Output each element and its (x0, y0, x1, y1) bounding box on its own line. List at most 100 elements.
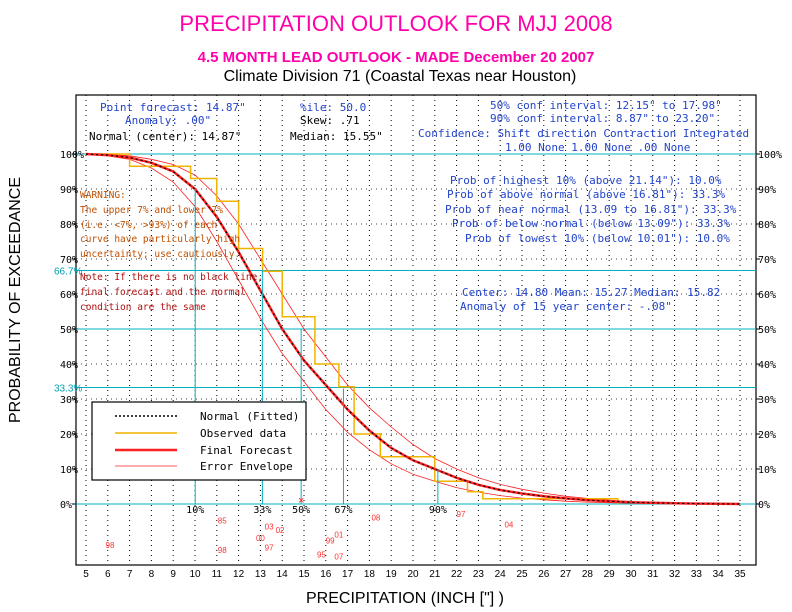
x-tick-label: 9 (170, 569, 176, 580)
y-tick-label-right: 40% (758, 360, 776, 371)
confidence-header: Confidence: Shift direction Contraction … (418, 127, 749, 140)
year-label: 98 (218, 546, 227, 555)
axis-ticks: 0% 0% 10% 10% 20% 20% 30% 30% 40% 40% 50% 50% 60% 60%… (60, 150, 782, 580)
x-tick-label: 30 (625, 569, 637, 580)
x-tick-label: 33 (691, 569, 703, 580)
y-tick-label-left: 30% (60, 395, 78, 406)
year-label: 07 (334, 552, 343, 561)
x-tick-label: 18 (364, 569, 376, 580)
marker-label: 10% (186, 505, 204, 516)
warning-line: The upper 7% and lower 7% (80, 205, 223, 216)
x-tick-label: 32 (669, 569, 681, 580)
x-tick-label: 35 (734, 569, 746, 580)
ref-label-67: 66.7% (54, 267, 82, 278)
warning-line: WARNING: (80, 190, 126, 201)
x-tick-label: 24 (495, 569, 507, 580)
x-tick-label: 28 (582, 569, 594, 580)
year-label: 00 (256, 534, 265, 543)
confidence-values: 1.00 None 1.00 None .00 None (505, 141, 690, 154)
year-label: 02 (276, 526, 285, 535)
warning-line: (i.e. <7%, >93%) of each (80, 220, 217, 231)
series-observed-data (86, 153, 619, 504)
x-tick-label: 29 (604, 569, 616, 580)
y-tick-label-right: 30% (758, 395, 776, 406)
prob-near-normal: Prob of near normal (13.09 to 16.81"): 3… (445, 203, 737, 216)
legend-label-observed: Observed data (200, 427, 286, 440)
year-label: 04 (504, 520, 513, 529)
note-line: Note: If there is no black line, (80, 272, 263, 283)
y-tick-label-left: 70% (60, 255, 78, 266)
year-label: 97 (265, 544, 274, 553)
point-forecast-text: Point forecast: 14.87" (100, 101, 246, 114)
median-text: Median: 15.55" (290, 130, 383, 143)
legend-label-envelope: Error Envelope (200, 460, 293, 473)
percentile-text: %ile: 50.0 (300, 101, 366, 114)
conf90-text: 90% conf interval: 8.87" to 23.20" (490, 112, 715, 125)
year-label: 97 (457, 510, 466, 519)
year-label: 98 (106, 541, 115, 550)
normal-center-text: Normal (center): 14.87" (89, 130, 241, 143)
legend-label-normal: Normal (Fitted) (200, 410, 299, 423)
center-info-line1: Center: 14.80 Mean: 15.27 Median: 15.82 (462, 286, 720, 299)
x-tick-label: 12 (233, 569, 245, 580)
x-tick-label: 22 (451, 569, 463, 580)
x-tick-label: 13 (255, 569, 267, 580)
chart-title: PRECIPITATION OUTLOOK FOR MJJ 2008 (179, 11, 612, 36)
year-label: 01 (334, 530, 343, 539)
grid (76, 95, 756, 565)
y-tick-label-right: 0% (758, 500, 770, 511)
year-label: 99 (326, 537, 335, 546)
x-axis-label: PRECIPITATION (INCH ["] ) (306, 590, 504, 607)
y-tick-label-left: 100% (60, 150, 84, 161)
ref-label-33: 33.3% (54, 383, 82, 394)
marker-label: 67% (334, 505, 352, 516)
y-tick-label-left: 80% (60, 220, 78, 231)
year-label: 08 (371, 513, 380, 522)
y-tick-label-left: 20% (60, 430, 78, 441)
x-tick-label: 27 (560, 569, 572, 580)
center-info-line2: Anomaly of 15 year center: -.08" (460, 300, 672, 313)
note-line: condition are the same (80, 302, 206, 313)
note-line: final forecast and the normal (80, 287, 246, 298)
x-tick-label: 14 (277, 569, 289, 580)
x-tick-label: 6 (105, 569, 111, 580)
prob-below-normal: Prob of below normal (below 13.09"): 33.… (452, 217, 731, 230)
legend: Normal (Fitted) Observed data Final Fore… (91, 401, 307, 481)
point-forecast-mark: × (298, 495, 304, 507)
legend-label-forecast: Final Forecast (200, 444, 293, 457)
division-title: Climate Division 71 (Coastal Texas near … (224, 68, 577, 85)
x-tick-label: 5 (83, 569, 89, 580)
prob-above-normal: Prob of above normal (above 16.81"): 33.… (447, 188, 726, 201)
x-tick-label: 31 (647, 569, 659, 580)
warning-box: WARNING: The upper 7% and lower 7% (i.e.… (80, 190, 240, 260)
x-tick-label: 15 (298, 569, 310, 580)
year-label: 95 (317, 551, 326, 560)
x-tick-label: 25 (516, 569, 528, 580)
y-tick-label-left: 0% (60, 500, 72, 511)
x-tick-label: 17 (342, 569, 354, 580)
y-tick-label-right: 10% (758, 465, 776, 476)
reference-lines: 33.3% 66.7% (54, 153, 756, 505)
legend-box (91, 401, 307, 481)
y-tick-label-right: 20% (758, 430, 776, 441)
x-tick-label: 34 (713, 569, 725, 580)
y-tick-label-left: 60% (60, 290, 78, 301)
marker-label: 50% (292, 505, 310, 516)
y-tick-label-left: 10% (60, 465, 78, 476)
x-tick-label: 16 (320, 569, 332, 580)
warning-line: uncertainty; use cautiously. (80, 249, 240, 260)
x-tick-label: 26 (538, 569, 550, 580)
chart-subtitle: 4.5 MONTH LEAD OUTLOOK - MADE December 2… (198, 49, 595, 66)
y-tick-label-right: 50% (758, 325, 776, 336)
skew-text: Skew: .71 (300, 114, 360, 127)
x-tick-label: 20 (407, 569, 419, 580)
plot-frame (75, 94, 757, 566)
year-label: 03 (265, 523, 274, 532)
y-tick-label-left: 40% (60, 360, 78, 371)
y-tick-label-left: 90% (60, 185, 78, 196)
y-tick-label-right: 60% (758, 290, 776, 301)
y-tick-label-right: 80% (758, 220, 776, 231)
prob-highest10: Prob of highest 10% (above 21.14"): 10.0… (450, 174, 722, 187)
y-axis-label: PROBABILITY OF EXCEEDANCE (7, 177, 24, 423)
